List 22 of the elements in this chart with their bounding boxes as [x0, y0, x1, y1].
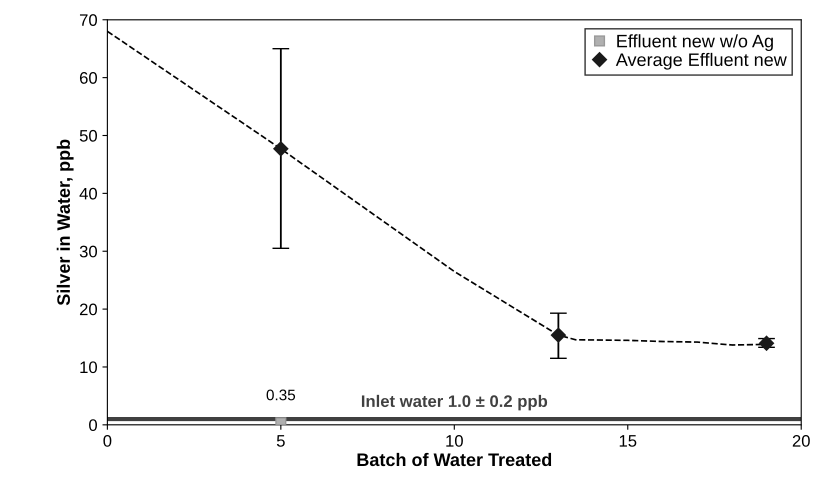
y-axis-title: Silver in Water, ppb — [56, 140, 74, 306]
y-tick-label: 40 — [80, 188, 98, 200]
x-tick-label: 0 — [103, 435, 112, 447]
legend-label: Effluent new w/o Ag — [617, 34, 773, 52]
y-tick-label: 10 — [80, 361, 98, 374]
data-label: 0.35 — [266, 390, 296, 400]
x-tick-label: 15 — [620, 435, 636, 447]
x-tick-label: 5 — [276, 435, 285, 447]
y-tick-label: 0 — [89, 419, 98, 432]
ref-line-label: Inlet water 1.0 ± 0.2 ppb — [362, 394, 548, 410]
point — [550, 328, 566, 343]
x-tick-label: 20 — [792, 435, 810, 447]
y-tick-label: 70 — [80, 14, 98, 26]
y-tick-label: 60 — [80, 72, 98, 84]
legend-label: Average Effluent new — [616, 52, 787, 70]
point — [758, 336, 774, 351]
x-tick-label: 10 — [446, 435, 463, 447]
y-tick-label: 30 — [80, 246, 98, 258]
point — [273, 141, 288, 156]
y-tick-label: 20 — [80, 304, 98, 316]
y-tick-label: 50 — [80, 130, 98, 142]
x-axis-title: Batch of Water Treated — [358, 452, 552, 466]
